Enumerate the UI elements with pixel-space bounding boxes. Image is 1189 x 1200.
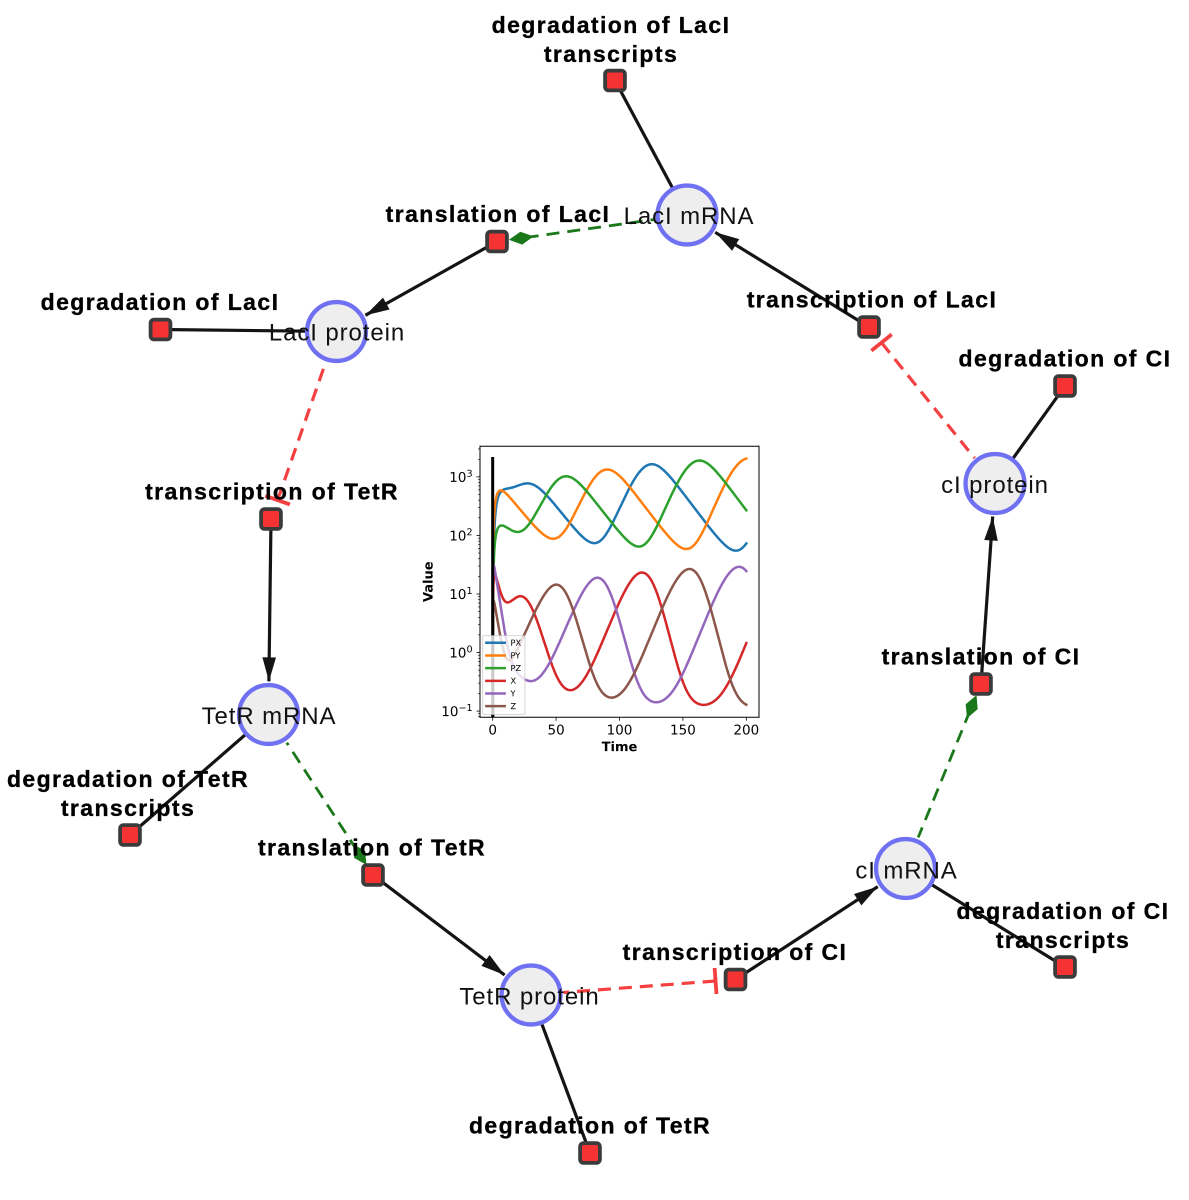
svg-text:cI protein: cI protein: [941, 472, 1049, 499]
svg-text:degradation of TetR: degradation of TetR: [469, 1113, 711, 1139]
svg-text:transcripts: transcripts: [61, 795, 195, 821]
svg-text:transcription of TetR: transcription of TetR: [145, 479, 399, 505]
svg-text:TetR mRNA: TetR mRNA: [202, 703, 337, 730]
svg-text:translation of TetR: translation of TetR: [258, 835, 486, 861]
svg-text:transcription of CI: transcription of CI: [623, 939, 848, 965]
svg-text:degradation of CI: degradation of CI: [959, 346, 1172, 372]
svg-text:LacI protein: LacI protein: [269, 320, 405, 347]
svg-text:transcripts: transcripts: [996, 927, 1130, 953]
svg-text:TetR protein: TetR protein: [459, 984, 599, 1011]
svg-text:degradation of LacI: degradation of LacI: [492, 12, 731, 38]
svg-text:translation of LacI: translation of LacI: [386, 201, 611, 227]
svg-text:degradation of TetR: degradation of TetR: [7, 766, 249, 792]
svg-text:degradation of CI: degradation of CI: [957, 898, 1170, 924]
svg-text:transcripts: transcripts: [544, 41, 678, 67]
svg-text:degradation of LacI: degradation of LacI: [41, 289, 280, 315]
svg-text:translation of CI: translation of CI: [882, 644, 1081, 670]
svg-text:cI mRNA: cI mRNA: [855, 858, 957, 885]
svg-text:transcription of LacI: transcription of LacI: [747, 287, 997, 313]
svg-text:LacI mRNA: LacI mRNA: [624, 203, 755, 230]
